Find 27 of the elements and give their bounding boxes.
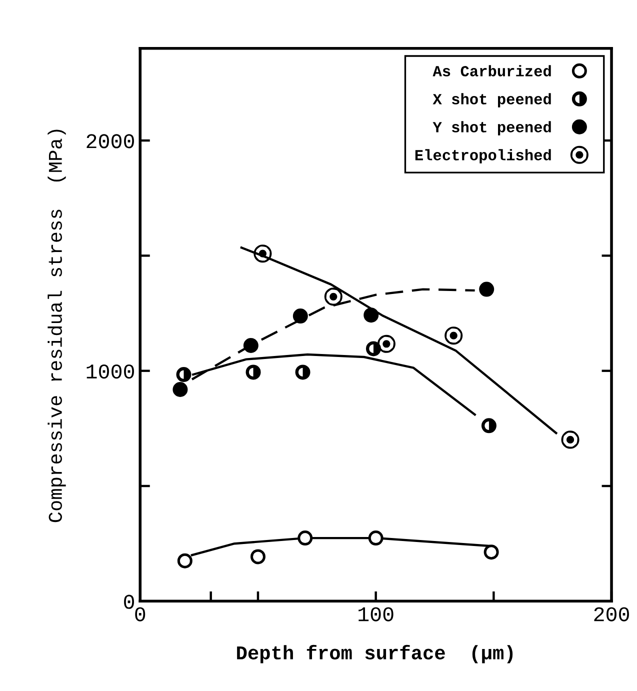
point — [324, 288, 342, 306]
point — [368, 530, 384, 546]
point — [364, 308, 379, 323]
point — [172, 382, 188, 397]
legend-label: As Carburized — [432, 65, 551, 76]
x-tick-label: 200 — [594, 607, 629, 622]
y-tick-label: 1000 — [86, 364, 134, 379]
point — [298, 530, 313, 546]
point — [561, 430, 580, 449]
legend-label: X shot peened — [432, 93, 551, 108]
point — [444, 326, 463, 345]
point — [484, 544, 499, 560]
point — [250, 549, 266, 564]
x-tick-label: 0 — [135, 607, 146, 622]
legend-label: Electropolished — [415, 149, 551, 164]
legend-label: Y shot peened — [432, 121, 551, 136]
y-tick-label: 0 — [124, 594, 134, 609]
y-axis-title: Compressive residual stress (MPa) — [48, 130, 66, 522]
point — [292, 308, 308, 324]
y-tick-label: 2000 — [86, 134, 134, 148]
point — [479, 282, 494, 297]
x-axis-title: Depth from surface (μm) — [237, 644, 513, 664]
point — [254, 244, 272, 263]
point — [177, 553, 192, 568]
point — [377, 334, 396, 353]
x-tick-label: 100 — [358, 607, 394, 622]
point — [243, 338, 258, 353]
